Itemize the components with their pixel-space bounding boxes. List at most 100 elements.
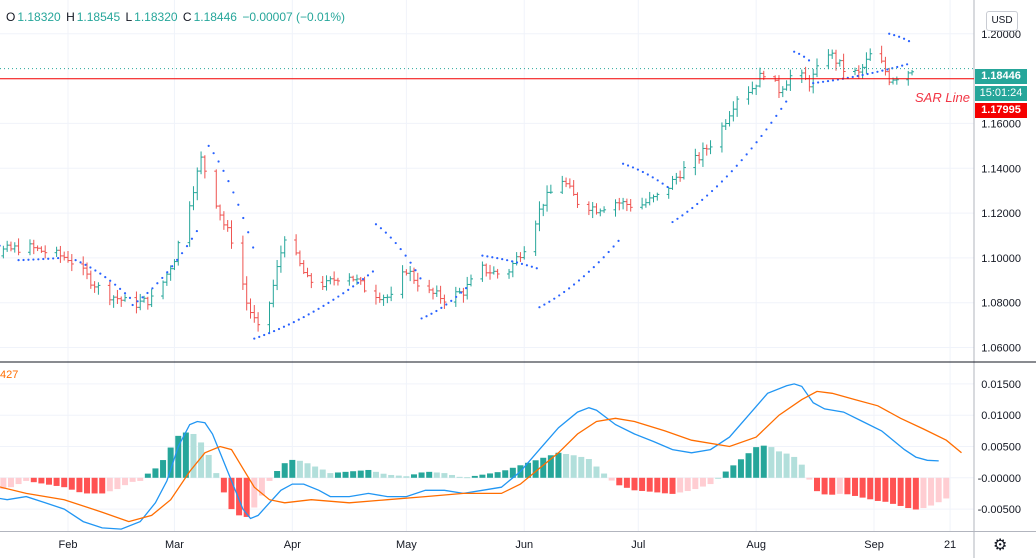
close-label: C	[182, 10, 192, 24]
sar-dot	[515, 261, 519, 264]
sar-price-tag: 1.17995	[975, 103, 1027, 118]
macd-histogram-bar	[190, 433, 197, 478]
sar-dot	[592, 266, 595, 269]
sar-dot	[232, 191, 235, 194]
price-tick-label: 1.06000	[981, 343, 1021, 355]
sar-dot	[297, 318, 300, 321]
sar-dot	[161, 276, 164, 280]
macd-histogram-bar	[198, 442, 205, 478]
macd-histogram-bar	[578, 456, 585, 478]
macd-histogram-bar	[319, 469, 326, 478]
sar-dot	[171, 265, 174, 268]
sar-dot	[128, 296, 132, 299]
macd-histogram-bar	[365, 469, 372, 478]
sar-dot	[435, 309, 438, 313]
sar-dot	[876, 70, 879, 73]
sar-dot	[361, 278, 365, 281]
macd-histogram-bar	[403, 476, 410, 478]
low-label: L	[125, 10, 133, 24]
macd-histogram-bar	[137, 477, 144, 481]
sar-dot	[866, 72, 869, 76]
macd-histogram-bar	[859, 477, 866, 498]
macd-histogram-bar	[144, 473, 151, 478]
sar-dot	[356, 281, 360, 284]
sar-dot	[636, 168, 640, 171]
sar-dot	[656, 179, 659, 182]
macd-histogram-bar	[487, 473, 494, 478]
macd-histogram-bar	[129, 477, 136, 482]
sar-dot	[207, 144, 210, 147]
macd-histogram-bar	[213, 473, 220, 478]
macd-histogram-bar	[342, 471, 349, 478]
sar-dot	[491, 256, 494, 259]
macd-histogram-bar	[684, 477, 691, 492]
sar-dot	[52, 257, 55, 260]
sar-dot	[185, 245, 189, 248]
macd-histogram-bar	[829, 477, 836, 495]
macd-histogram-bar	[266, 477, 273, 481]
sar-dot	[287, 323, 290, 326]
sar-dot	[525, 264, 529, 267]
macd-histogram-bar	[661, 477, 668, 494]
sar-dot	[131, 303, 134, 307]
sar-dot	[730, 170, 733, 173]
macd-histogram-bar	[23, 477, 30, 481]
gear-icon[interactable]: ⚙	[993, 537, 1008, 554]
sar-dot	[180, 252, 184, 255]
macd-histogram-bar	[479, 474, 486, 478]
sar-dot	[217, 160, 220, 163]
sar-dot	[696, 202, 699, 206]
sar-dot	[765, 128, 768, 131]
macd-histogram-bar	[806, 477, 813, 480]
macd-histogram-bar	[912, 477, 919, 510]
sar-dot	[572, 283, 576, 286]
macd-histogram-bar	[7, 477, 14, 488]
macd-histogram-bar	[737, 459, 744, 478]
sar-dot	[450, 299, 453, 302]
macd-histogram-bar	[304, 463, 311, 478]
sar-dot	[104, 275, 107, 279]
sar-dot	[237, 203, 240, 206]
sar-dot	[666, 185, 669, 189]
low-value: 1.18320	[134, 10, 178, 24]
sar-dot	[156, 282, 159, 285]
macd-histogram-bar	[616, 477, 623, 486]
macd-tick-label: 0.00500	[981, 442, 1021, 454]
macd-histogram-bar	[175, 435, 182, 478]
macd-histogram-bar	[897, 477, 904, 506]
sar-dot	[394, 241, 397, 245]
sar-dot	[861, 73, 864, 77]
sar-dot	[37, 258, 40, 261]
macd-histogram-bar	[677, 477, 684, 493]
indicator-label[interactable]: 427	[0, 369, 19, 381]
macd-histogram-bar	[372, 471, 379, 478]
macd-histogram-bar	[836, 477, 843, 494]
macd-histogram-bar	[669, 477, 676, 494]
sar-dot	[17, 259, 20, 262]
currency-button[interactable]: USD	[986, 11, 1018, 31]
macd-histogram-bar	[0, 477, 7, 490]
sar-dot	[307, 313, 310, 316]
sar-dot	[831, 79, 835, 82]
macd-histogram-bar	[730, 465, 737, 478]
sar-dot	[530, 265, 533, 268]
macd-histogram-bar	[456, 476, 463, 478]
sar-dot	[568, 287, 571, 290]
macd-histogram-bar	[410, 474, 417, 478]
sar-line-label[interactable]: SAR Line	[915, 90, 970, 105]
macd-histogram-bar	[76, 477, 83, 493]
sar-dot	[222, 169, 225, 172]
macd-histogram	[0, 432, 950, 517]
sar-dot	[710, 189, 714, 193]
macd-histogram-bar	[388, 474, 395, 478]
macd-histogram-bar	[646, 477, 653, 492]
macd-lines	[0, 383, 962, 530]
macd-histogram-bar	[471, 475, 478, 478]
sar-dot	[409, 261, 412, 264]
sar-dot	[641, 170, 644, 174]
sar-dot	[906, 63, 909, 66]
sar-dot	[455, 295, 458, 299]
macd-histogram-bar	[593, 466, 600, 478]
macd-histogram-bar	[426, 471, 433, 478]
